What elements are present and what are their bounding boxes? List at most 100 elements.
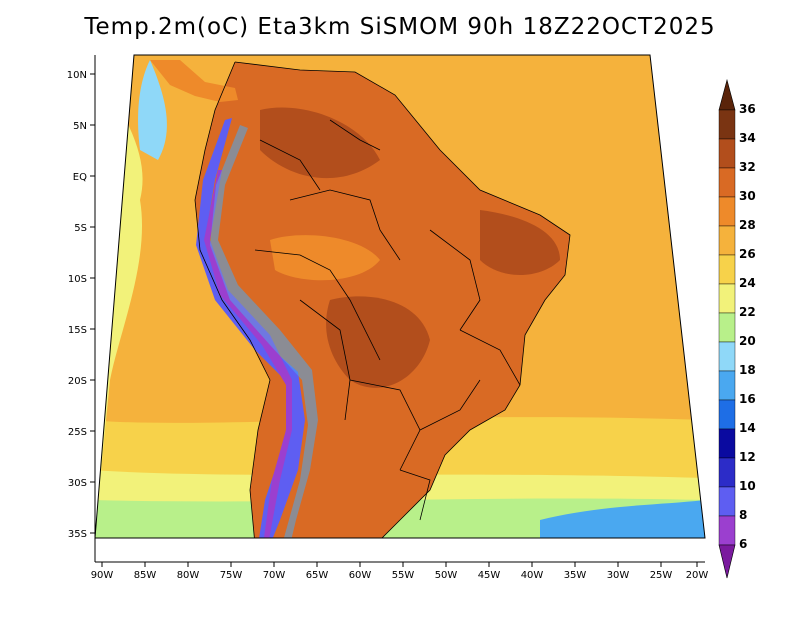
svg-text:10N: 10N: [67, 70, 87, 81]
brazil-northwest-border: [289, 189, 401, 261]
svg-text:10S: 10S: [68, 274, 87, 285]
north-hot-area: [260, 107, 380, 179]
andes-cold-strip: [196, 118, 305, 538]
svg-text:50W: 50W: [435, 570, 458, 581]
y-tick-10N: 10N: [67, 70, 95, 81]
andes-cold-core: [204, 170, 292, 538]
svg-text:15S: 15S: [68, 325, 87, 336]
svg-text:5S: 5S: [74, 223, 87, 234]
pacific-cooler-strip: [138, 60, 167, 160]
colorbar-segment-24-26: [718, 254, 736, 285]
x-tick-85W: 85W: [134, 562, 157, 581]
colorbar-label-32: 32: [739, 160, 756, 174]
x-tick-65W: 65W: [306, 562, 329, 581]
country-borders: [194, 61, 571, 538]
x-tick-50W: 50W: [435, 562, 458, 581]
brazil-state-border-east: [459, 329, 521, 386]
brazil-state-border-south: [419, 379, 481, 431]
colorbar-label-28: 28: [739, 218, 756, 232]
uruguay-border: [399, 469, 431, 521]
x-tick-30W: 30W: [607, 562, 630, 581]
brazil-state-border-north: [429, 229, 481, 331]
x-tick-55W: 55W: [392, 562, 415, 581]
colorbar-label-36: 36: [739, 102, 756, 116]
colorbar-label-10: 10: [739, 479, 756, 493]
colorbar-segment-8-10: [718, 486, 736, 517]
svg-text:25W: 25W: [650, 570, 673, 581]
colorbar-segment-18-20: [718, 341, 736, 372]
svg-text:45W: 45W: [478, 570, 501, 581]
colorbar-label-30: 30: [739, 189, 756, 203]
colorbar-segment-28-30: [718, 196, 736, 227]
x-tick-60W: 60W: [349, 562, 372, 581]
map-frame: [94, 54, 706, 539]
svg-text:30W: 30W: [607, 570, 630, 581]
y-tick-35S: 35S: [68, 529, 95, 540]
guianas-border: [329, 119, 381, 151]
svg-text:60W: 60W: [349, 570, 372, 581]
colorbar-segment-10-12: [718, 457, 736, 488]
colorbar-label-22: 22: [739, 305, 756, 319]
colorbar-label-12: 12: [739, 450, 756, 464]
x-tick-45W: 45W: [478, 562, 501, 581]
pacific-coastline: [194, 61, 271, 538]
colorbar-segment-30-32: [718, 167, 736, 198]
x-tick-25W: 25W: [650, 562, 673, 581]
ocean-coldest-band: [540, 500, 705, 538]
colorbar-label-18: 18: [739, 363, 756, 377]
interior-hot-area: [326, 296, 430, 388]
temperature-field: [95, 55, 705, 538]
x-tick-75W: 75W: [220, 562, 243, 581]
colorbar-label-24: 24: [739, 276, 756, 290]
colorbar-segment-26-28: [718, 225, 736, 256]
svg-text:65W: 65W: [306, 570, 329, 581]
y-tick-15S: 15S: [68, 325, 95, 336]
colorbar-label-6: 6: [739, 537, 747, 551]
bolivia-border: [299, 299, 351, 421]
colorbar-label-16: 16: [739, 392, 756, 406]
south-america-coastline: [234, 61, 571, 538]
brazil-west-border: [254, 249, 381, 361]
x-tick-90W: 90W: [91, 562, 114, 581]
x-axis-ticks: 90W 85W 80W 75W 70W 65W 60W 55W 50W 45W …: [91, 562, 708, 581]
svg-text:20S: 20S: [68, 376, 87, 387]
colorbar-label-14: 14: [739, 421, 756, 435]
y-tick-25S: 25S: [68, 427, 95, 438]
svg-text:40W: 40W: [521, 570, 544, 581]
colorbar-segment-34-36: [718, 109, 736, 140]
svg-text:35W: 35W: [564, 570, 587, 581]
x-tick-20W: 20W: [686, 562, 708, 581]
svg-text:30S: 30S: [68, 478, 87, 489]
x-tick-40W: 40W: [521, 562, 544, 581]
x-tick-35W: 35W: [564, 562, 587, 581]
svg-text:70W: 70W: [263, 570, 286, 581]
svg-text:5N: 5N: [73, 121, 87, 132]
y-axis-ticks: 10N 5N EQ 5S 10S 15S 20S 25S 30S 35S: [67, 70, 95, 540]
map-title: Temp.2m(oC) Eta3km SiSMOM 90h 18Z22OCT20…: [84, 14, 716, 40]
y-tick-5N: 5N: [73, 121, 95, 132]
colorbar-segment-12-14: [718, 428, 736, 459]
colorbar-label-34: 34: [739, 131, 756, 145]
svg-text:25S: 25S: [68, 427, 87, 438]
colorbar: 6 8 10 12 14 16 18 20 22 24 26 28 30 32 …: [718, 78, 756, 579]
colorbar-segment-6-8: [718, 515, 736, 546]
northeast-hot-area: [480, 210, 560, 275]
y-tick-EQ: EQ: [73, 172, 95, 183]
svg-text:85W: 85W: [134, 570, 157, 581]
colorbar-segment-22-24: [718, 283, 736, 314]
colorbar-label-8: 8: [739, 508, 747, 522]
amazon-mild-area: [270, 235, 380, 281]
x-tick-70W: 70W: [263, 562, 286, 581]
svg-text:55W: 55W: [392, 570, 415, 581]
svg-text:35S: 35S: [68, 529, 87, 540]
paraguay-border: [349, 379, 421, 471]
svg-text:80W: 80W: [177, 570, 200, 581]
colorbar-segment-14-16: [718, 399, 736, 430]
colorbar-label-26: 26: [739, 247, 756, 261]
svg-text:75W: 75W: [220, 570, 243, 581]
svg-text:90W: 90W: [91, 570, 114, 581]
colorbar-segment-16-18: [718, 370, 736, 401]
y-tick-10S: 10S: [68, 274, 95, 285]
colorbar-top-arrow: [718, 78, 736, 111]
